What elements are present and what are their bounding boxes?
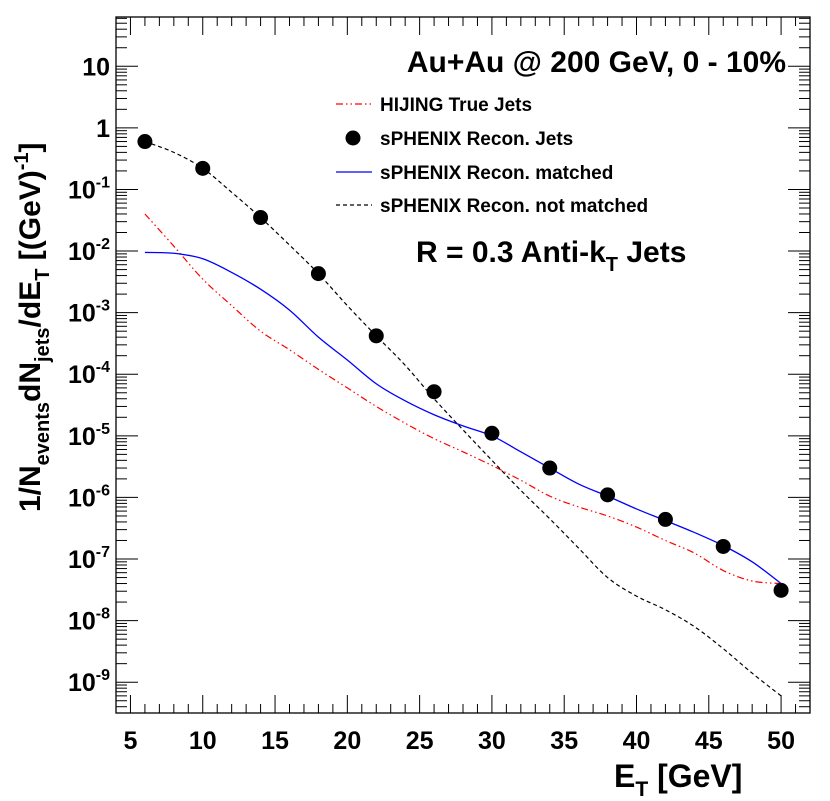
x-tick-label: 15 [261,727,289,755]
y-tick-label: 10-8 [68,606,110,636]
data-point-sphenix-recon-jets [310,266,326,282]
y-tick-exponent: -3 [96,298,110,315]
data-point-sphenix-recon-jets [426,384,442,400]
y-tick-exponent: -6 [96,482,110,499]
y-tick-base: 10 [68,176,96,204]
y-tick-label: 10-9 [68,667,110,697]
data-point-sphenix-recon-jets [773,582,789,598]
y-tick-exponent: -8 [96,606,110,623]
series-layer [137,134,789,697]
data-point-sphenix-recon-jets [253,210,269,226]
y-tick-label: 10-4 [68,359,110,389]
data-point-sphenix-recon-jets [484,425,500,441]
legend-label: HIJING True Jets [380,95,532,116]
chart-title-jets: R = 0.3 Anti-kT Jets [416,236,686,276]
series-clip-group [137,134,789,697]
y-tick-label: 1 [96,115,110,143]
y-tick-exponent: -9 [96,667,110,684]
data-point-sphenix-recon-jets [600,487,616,503]
y-tick-label: 10-3 [68,298,110,328]
y-tick-base: 10 [68,484,96,512]
x-tick-label: 45 [695,727,723,755]
x-tick-label: 20 [333,727,361,755]
y-tick-base: 10 [68,669,96,697]
y-tick-label: 10-7 [68,544,110,574]
legend-marker [345,130,361,146]
series-line-hijing-true-jets [144,213,782,585]
legend-label: sPHENIX Recon. not matched [380,196,648,217]
y-tick-label: 10-5 [68,421,110,451]
x-tick-label: 40 [623,727,651,755]
x-axis: 5 10 15 20 25 30 35 40 45 50 [124,17,797,755]
series-line-sphenix-recon-matched [144,251,782,585]
y-tick-base: 10 [68,238,96,266]
data-point-sphenix-recon-jets [657,511,673,527]
y-tick-exponent: -7 [96,544,110,561]
data-point-sphenix-recon-jets [195,160,211,176]
chart-title-system: Au+Au @ 200 GeV, 0 - 10% [407,46,786,79]
y-tick-base: 10 [82,53,110,81]
y-tick-base: 10 [68,361,96,389]
y-tick-label: 10-2 [68,236,110,266]
legend: HIJING True Jets sPHENIX Recon. Jets sPHEN… [336,95,648,217]
y-tick-base: 10 [68,608,96,636]
x-tick-label: 10 [189,727,217,755]
y-tick-label: 10-1 [68,174,110,204]
y-axis-label: 1/NeventsdNjets/dET [(GeV)-1] [11,142,54,512]
data-point-sphenix-recon-jets [542,460,558,476]
data-point-sphenix-recon-jets [137,134,153,150]
y-tick-exponent: -1 [96,174,110,191]
x-tick-label: 5 [124,727,138,755]
x-tick-label: 25 [406,727,434,755]
x-tick-label: 50 [767,727,795,755]
data-point-sphenix-recon-jets [368,328,384,344]
y-tick-base: 1 [96,115,110,143]
legend-label: sPHENIX Recon. Jets [380,129,573,150]
x-tick-label: 30 [478,727,506,755]
y-tick-label: 10 [82,53,110,81]
y-tick-base: 10 [68,423,96,451]
y-tick-base: 10 [68,300,96,328]
y-tick-exponent: -2 [96,236,110,253]
x-tick-label: 35 [550,727,578,755]
y-tick-exponent: -4 [96,359,110,376]
x-axis-label: ET [GeV] [614,758,742,801]
y-tick-base: 10 [68,546,96,574]
data-point-sphenix-recon-jets [715,538,731,554]
legend-label: sPHENIX Recon. matched [380,163,613,184]
series-line-sphenix-recon-not-matched [144,140,782,697]
y-tick-label: 10-6 [68,482,110,512]
y-tick-exponent: -5 [96,421,110,438]
